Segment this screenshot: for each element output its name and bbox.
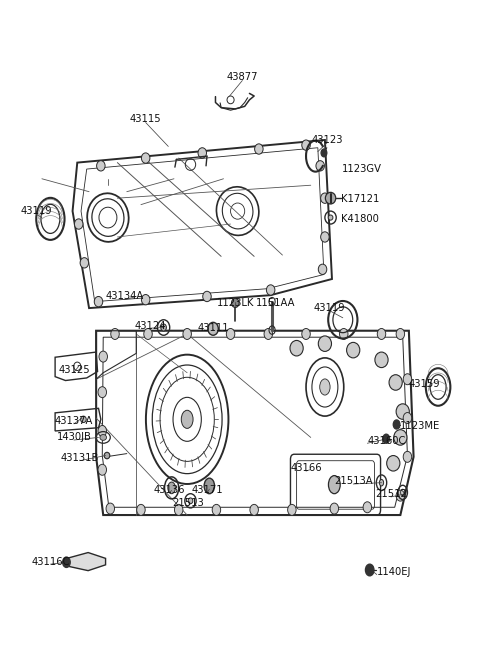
Ellipse shape: [142, 295, 150, 305]
Ellipse shape: [174, 504, 183, 515]
Ellipse shape: [168, 482, 175, 494]
Ellipse shape: [318, 264, 327, 274]
Ellipse shape: [396, 490, 405, 501]
Text: 1151AA: 1151AA: [256, 298, 295, 308]
Ellipse shape: [161, 324, 167, 331]
Ellipse shape: [302, 140, 310, 150]
Text: K41800: K41800: [341, 214, 379, 224]
Text: 1430JB: 1430JB: [57, 432, 91, 442]
Ellipse shape: [403, 413, 412, 424]
Ellipse shape: [290, 341, 303, 356]
Ellipse shape: [377, 328, 386, 339]
Text: 43124: 43124: [134, 320, 166, 331]
Text: 43111: 43111: [197, 322, 229, 333]
Text: 43137A: 43137A: [55, 417, 93, 426]
Ellipse shape: [111, 328, 119, 339]
Text: K17121: K17121: [341, 195, 380, 204]
Ellipse shape: [254, 144, 263, 154]
Text: 43136: 43136: [154, 485, 185, 495]
Ellipse shape: [339, 328, 348, 339]
Text: 43877: 43877: [227, 72, 258, 83]
Circle shape: [321, 149, 327, 157]
Ellipse shape: [203, 291, 211, 302]
Ellipse shape: [98, 386, 107, 398]
Text: 21512: 21512: [375, 489, 407, 499]
Text: 1140EJ: 1140EJ: [377, 567, 411, 577]
Ellipse shape: [325, 193, 336, 204]
Ellipse shape: [394, 430, 407, 445]
Text: 1123LK: 1123LK: [216, 298, 254, 308]
Ellipse shape: [183, 328, 192, 339]
Text: 43119: 43119: [314, 303, 346, 313]
Ellipse shape: [266, 285, 275, 295]
Ellipse shape: [144, 328, 152, 339]
Ellipse shape: [396, 328, 405, 339]
Ellipse shape: [212, 504, 221, 515]
Text: 43115: 43115: [130, 114, 161, 124]
Ellipse shape: [100, 434, 107, 440]
Ellipse shape: [403, 451, 412, 462]
Text: 43119: 43119: [21, 206, 52, 216]
Ellipse shape: [81, 416, 86, 422]
Ellipse shape: [264, 328, 273, 339]
Ellipse shape: [328, 476, 340, 494]
Ellipse shape: [330, 503, 338, 514]
Ellipse shape: [188, 498, 193, 504]
Ellipse shape: [250, 504, 258, 515]
Ellipse shape: [288, 504, 296, 515]
Ellipse shape: [98, 426, 107, 436]
Ellipse shape: [302, 328, 310, 339]
Text: 21513A: 21513A: [334, 476, 372, 487]
Circle shape: [393, 420, 400, 429]
Circle shape: [383, 434, 389, 443]
Text: 43116C: 43116C: [31, 557, 70, 567]
Ellipse shape: [181, 410, 193, 428]
Ellipse shape: [106, 503, 115, 514]
Ellipse shape: [137, 504, 145, 515]
Ellipse shape: [347, 343, 360, 358]
Ellipse shape: [321, 193, 329, 203]
Ellipse shape: [389, 375, 402, 390]
Text: 43134A: 43134A: [105, 291, 144, 301]
Text: 21513: 21513: [172, 498, 204, 508]
Ellipse shape: [396, 403, 409, 419]
Text: 43166: 43166: [290, 464, 322, 474]
Text: 43123: 43123: [312, 135, 343, 145]
Text: 43171: 43171: [191, 485, 223, 495]
Ellipse shape: [363, 502, 372, 513]
Ellipse shape: [198, 148, 206, 158]
Ellipse shape: [227, 328, 235, 339]
Ellipse shape: [96, 160, 105, 171]
Ellipse shape: [80, 257, 89, 268]
Ellipse shape: [231, 299, 239, 307]
Circle shape: [365, 564, 374, 576]
Ellipse shape: [104, 453, 110, 458]
Text: 43159: 43159: [408, 379, 440, 390]
Ellipse shape: [74, 219, 83, 229]
Ellipse shape: [379, 479, 384, 486]
Ellipse shape: [318, 336, 332, 352]
Ellipse shape: [328, 215, 333, 220]
Ellipse shape: [316, 160, 324, 171]
Text: 43160C: 43160C: [367, 436, 406, 445]
Text: 43125: 43125: [58, 365, 90, 375]
Text: 1123GV: 1123GV: [341, 164, 382, 174]
Ellipse shape: [403, 374, 412, 384]
Text: 1123ME: 1123ME: [400, 421, 441, 431]
Ellipse shape: [208, 322, 218, 335]
Ellipse shape: [204, 478, 215, 494]
Ellipse shape: [142, 153, 150, 163]
Circle shape: [63, 557, 70, 567]
Ellipse shape: [320, 379, 330, 395]
Polygon shape: [64, 553, 106, 571]
Ellipse shape: [98, 464, 107, 476]
Text: 43131B: 43131B: [60, 453, 99, 463]
Ellipse shape: [99, 351, 108, 362]
Ellipse shape: [321, 232, 329, 242]
Ellipse shape: [387, 455, 400, 471]
Ellipse shape: [375, 352, 388, 367]
Ellipse shape: [94, 297, 103, 307]
